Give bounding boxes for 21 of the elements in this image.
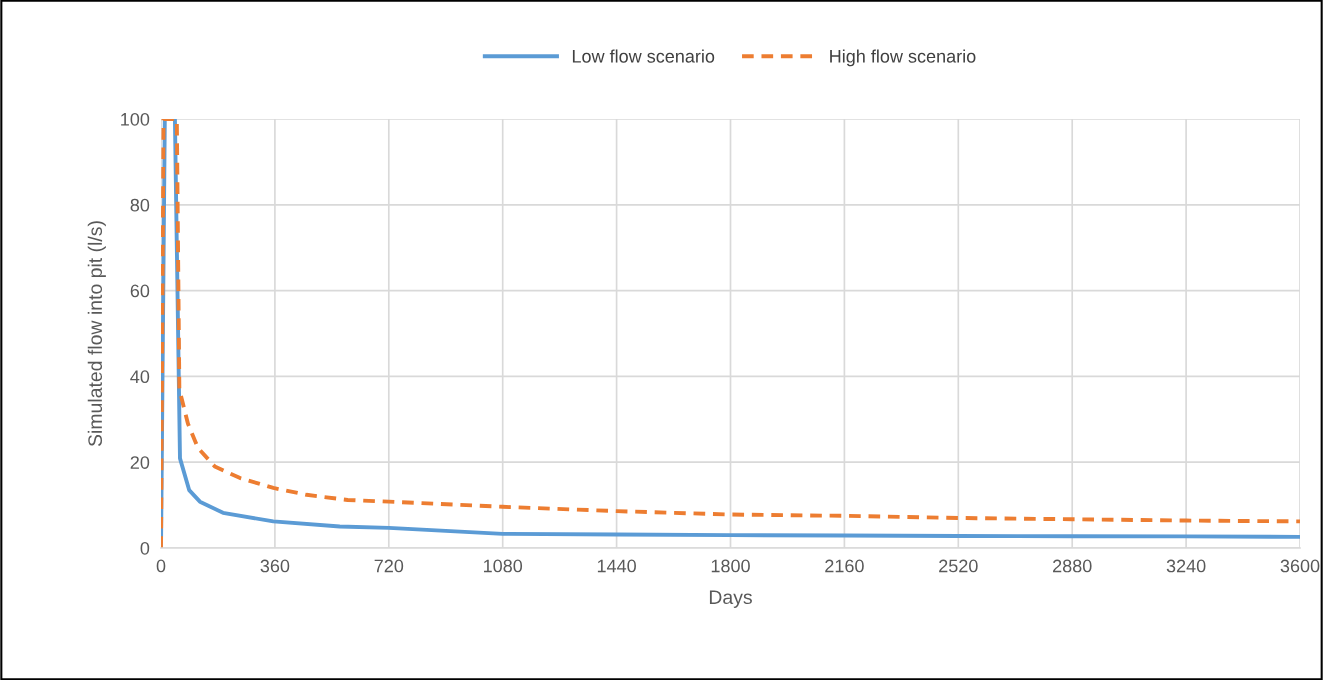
- x-tick-label: 360: [260, 559, 290, 573]
- y-tick-label: 20: [130, 456, 150, 469]
- x-tick-label: 3240: [1166, 559, 1206, 573]
- y-tick-label: 80: [130, 198, 150, 212]
- legend-label: Low flow scenario: [572, 49, 715, 63]
- x-tick-label: 720: [374, 559, 404, 573]
- x-axis-title: Days: [709, 590, 752, 608]
- x-tick-label: 2880: [1053, 559, 1092, 573]
- y-tick-label: 100: [121, 112, 150, 126]
- y-axis-title: Simulated flow into pit (l/s): [87, 221, 106, 447]
- legend-label: High flow scenario: [830, 49, 976, 67]
- y-tick-label: 40: [130, 370, 150, 384]
- x-tick-label: 1800: [711, 559, 750, 573]
- x-tick-label: 0: [156, 559, 166, 573]
- x-tick-label: 2520: [939, 559, 978, 573]
- x-tick-label: 3600: [1280, 559, 1320, 573]
- y-tick-label: 60: [130, 284, 150, 298]
- y-tick-label: 0: [140, 541, 150, 555]
- x-tick-label: 2160: [825, 559, 864, 573]
- x-tick-label: 1440: [597, 559, 636, 573]
- x-tick-label: 1080: [484, 559, 523, 573]
